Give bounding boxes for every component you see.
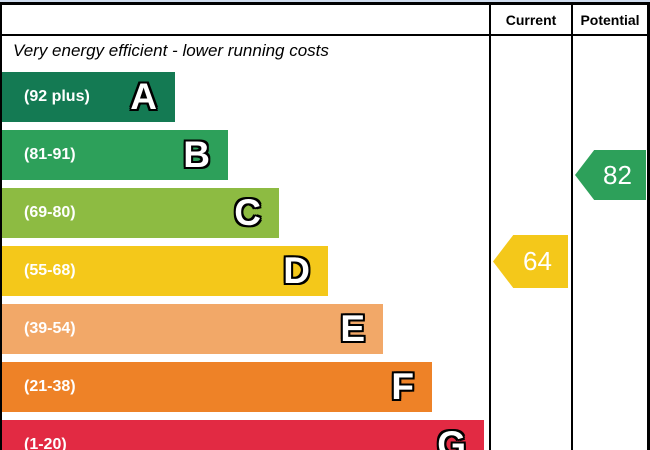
- potential-value: 82: [603, 159, 632, 190]
- rating-band-g: (1-20) G: [2, 420, 484, 450]
- potential-column-header: Potential: [580, 12, 640, 28]
- band-range-label: (55-68): [24, 262, 76, 279]
- header-divider: [0, 34, 650, 36]
- rating-band-a: (92 plus) A: [2, 72, 175, 122]
- efficiency-caption: Very energy efficient - lower running co…: [13, 41, 329, 60]
- band-letter: B: [183, 134, 210, 175]
- band-letter: F: [391, 366, 414, 407]
- band-letter: E: [340, 308, 365, 349]
- band-range-label: (21-38): [24, 378, 76, 395]
- chart-border-left: [0, 2, 2, 450]
- potential-column-divider: [571, 2, 573, 450]
- current-marker: 64: [493, 235, 568, 288]
- band-letter: D: [283, 250, 310, 291]
- band-range-label: (69-80): [24, 204, 76, 221]
- band-range-label: (92 plus): [24, 88, 90, 105]
- current-column-divider: [489, 2, 491, 450]
- top-accent-line: [0, 0, 650, 2]
- rating-band-f: (21-38) F: [2, 362, 432, 412]
- chart-border-top: [0, 2, 650, 5]
- chart-border-right: [647, 2, 650, 450]
- current-column-header: Current: [505, 12, 557, 28]
- potential-marker: 82: [575, 150, 646, 200]
- rating-band-c: (69-80) C: [2, 188, 279, 238]
- band-letter: A: [130, 76, 157, 117]
- band-letter: G: [437, 424, 466, 450]
- rating-band-b: (81-91) B: [2, 130, 228, 180]
- rating-band-e: (39-54) E: [2, 304, 383, 354]
- band-letter: C: [234, 192, 261, 233]
- band-range-label: (81-91): [24, 146, 76, 163]
- rating-bands: (92 plus) A (81-91) B (69-80) C (55-68) …: [2, 72, 484, 450]
- rating-band-d: (55-68) D: [2, 246, 328, 296]
- current-value: 64: [523, 246, 552, 276]
- band-range-label: (39-54): [24, 320, 76, 337]
- band-range-label: (1-20): [24, 436, 67, 450]
